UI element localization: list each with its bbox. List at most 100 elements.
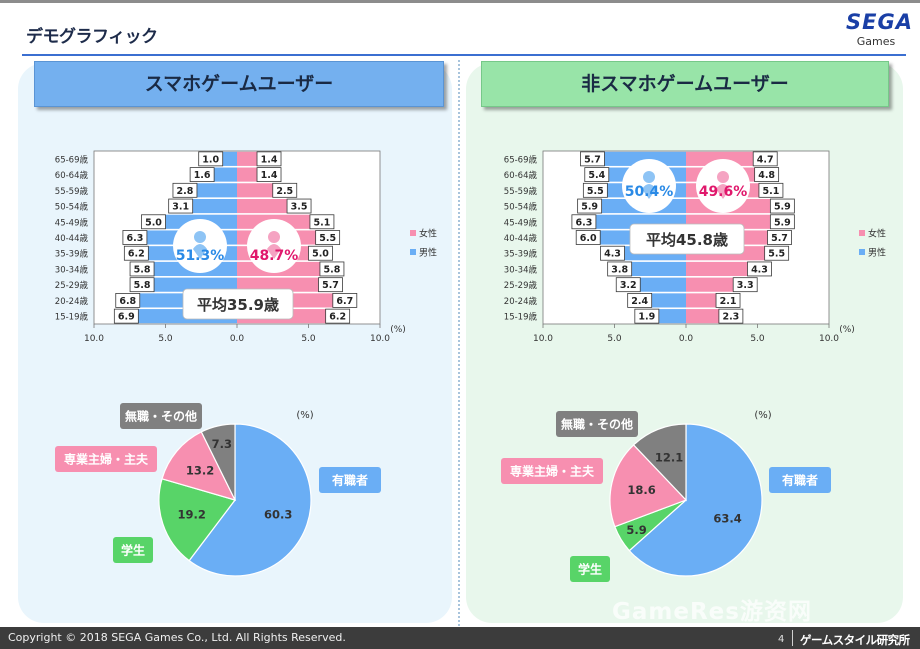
smartphone-users-banner: スマホゲームユーザー — [34, 61, 444, 107]
sega-logo: SEGA Games — [846, 10, 912, 50]
left-legend-female-swatch — [410, 230, 416, 236]
right-age-label: 55-59歳 — [504, 186, 538, 197]
left-age-label: 30-34歳 — [55, 264, 89, 275]
right-age-label: 15-19歳 — [504, 312, 538, 323]
right-male-value: 5.5 — [587, 186, 604, 197]
right-male-value-box — [634, 308, 660, 324]
left-male-bar — [214, 167, 237, 182]
left-male-value: 6.9 — [118, 312, 135, 323]
right-male-value: 6.0 — [580, 233, 597, 244]
left-age-label: 45-49歳 — [55, 217, 89, 228]
right-female-value: 2.3 — [722, 312, 739, 323]
right-male-bar — [658, 309, 686, 324]
left-female-value-box — [309, 214, 335, 230]
left-female-value-box — [315, 230, 341, 245]
left-male-bar — [154, 277, 237, 292]
left-pie-slice — [200, 423, 236, 501]
right-pie-value: 12.1 — [655, 451, 683, 465]
left-female-value: 3.5 — [291, 202, 308, 213]
right-age-label: 30-34歳 — [504, 264, 538, 275]
left-age-label: 50-54歳 — [55, 202, 89, 213]
right-female-value-box — [715, 293, 741, 308]
left-pie-label: 学生 — [121, 543, 145, 558]
left-age-label: 65-69歳 — [55, 154, 89, 165]
left-pie-value: 19.2 — [178, 507, 206, 521]
right-age-label: 45-49歳 — [504, 217, 538, 228]
left-pie-label: 専業主婦・主夫 — [64, 452, 149, 467]
left-legend-male-swatch — [410, 249, 416, 255]
left-female-value-box — [256, 167, 282, 182]
logo-subtext: Games — [856, 35, 896, 48]
left-male-value: 6.2 — [128, 249, 145, 260]
right-female-bar — [686, 309, 719, 324]
left-male-value-box — [115, 293, 141, 308]
right-female-share: 49.6% — [699, 184, 748, 200]
left-female-value-box — [332, 293, 358, 308]
left-male-value-box — [172, 182, 198, 198]
right-pie-label-box — [556, 411, 638, 437]
left-male-value-box — [189, 167, 215, 182]
lab-name: ゲームスタイル研究所 — [800, 633, 910, 647]
left-age-label: 40-44歳 — [55, 233, 89, 244]
right-female-value-box — [754, 167, 780, 182]
right-female-value: 3.3 — [737, 280, 754, 291]
right-x-tick-label: 5.0 — [750, 334, 765, 344]
right-average-age-box — [629, 223, 745, 255]
top-rule — [0, 0, 920, 3]
right-pie-label-box — [570, 556, 610, 582]
right-male-value: 3.2 — [620, 280, 637, 291]
title-underline — [22, 54, 906, 56]
left-female-value-box — [256, 151, 282, 167]
right-female-value-box — [769, 198, 795, 214]
left-male-person-icon — [193, 231, 207, 259]
right-male-value-box — [615, 277, 641, 293]
right-female-bar — [686, 261, 748, 277]
left-male-value: 5.8 — [134, 264, 151, 275]
right-male-value: 2.4 — [631, 296, 648, 307]
right-x-tick-label: 0.0 — [679, 334, 694, 344]
slide-title: デモグラフィック — [26, 27, 158, 47]
right-female-value-box — [758, 182, 784, 198]
left-pie-slice — [158, 478, 237, 562]
left-legend-male: 男性 — [419, 247, 437, 259]
left-male-value-box — [168, 198, 194, 214]
left-female-bar — [237, 167, 258, 182]
right-female-bar — [686, 151, 754, 166]
left-male-bar — [196, 183, 237, 198]
right-male-value-box — [577, 198, 603, 214]
right-female-value: 4.8 — [758, 170, 775, 181]
right-male-value-box — [575, 230, 601, 245]
left-male-value-box — [129, 261, 155, 277]
right-male-person-icon — [642, 171, 656, 199]
right-age-label: 25-29歳 — [504, 280, 538, 291]
left-male-value: 1.6 — [194, 170, 211, 181]
left-female-value: 5.8 — [324, 264, 341, 275]
left-average-age-box — [182, 288, 294, 320]
right-female-value-box — [752, 151, 778, 167]
panel-divider — [458, 60, 460, 626]
footer-bar — [0, 627, 920, 649]
left-pie-unit: (%) — [296, 410, 313, 421]
right-female-value-box — [764, 245, 790, 261]
right-pie-label-box — [769, 467, 831, 493]
left-female-value: 6.2 — [329, 312, 346, 323]
left-female-share: 48.7% — [250, 248, 299, 264]
left-female-value: 5.7 — [322, 280, 339, 291]
left-pie-label: 無職・その他 — [125, 409, 197, 424]
right-male-bar — [651, 293, 686, 308]
right-female-bar — [686, 277, 734, 292]
right-male-value: 5.9 — [581, 202, 598, 213]
right-male-value: 5.7 — [584, 154, 601, 165]
right-age-label: 50-54歳 — [504, 202, 538, 213]
right-female-value-box — [767, 230, 792, 245]
right-female-value: 4.7 — [757, 154, 774, 165]
left-pie-label-box — [319, 467, 381, 493]
right-female-value: 2.1 — [720, 296, 737, 307]
left-age-label: 25-29歳 — [55, 280, 89, 291]
left-male-bar — [222, 151, 237, 166]
left-pie-value: 7.3 — [212, 437, 232, 451]
right-male-value-box — [582, 182, 608, 198]
right-age-label: 20-24歳 — [504, 296, 538, 307]
left-female-value-box — [325, 308, 351, 324]
left-pie-label-box — [120, 403, 202, 429]
